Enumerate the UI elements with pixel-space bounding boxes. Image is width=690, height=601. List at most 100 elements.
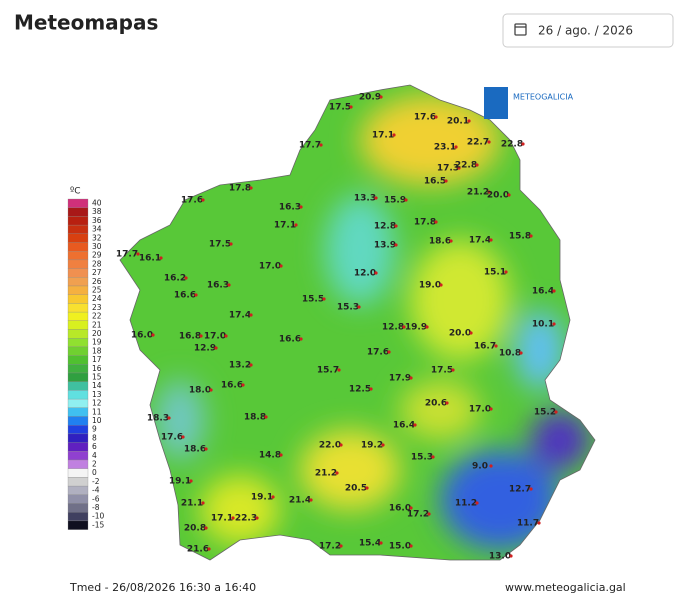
station-dot [552, 322, 556, 326]
station-dot [529, 487, 533, 491]
station-value: 17.0 [469, 405, 491, 415]
station-value: 17.7 [116, 250, 138, 260]
legend-label: 16 [92, 364, 102, 373]
station-value: 21.2 [467, 188, 489, 198]
station-dot [151, 333, 155, 337]
station-value: 16.6 [279, 335, 301, 345]
station-value: 16.0 [389, 504, 411, 514]
station-value: 17.5 [431, 366, 453, 376]
station-dot [387, 350, 391, 354]
legend-label: 22 [92, 312, 102, 321]
station-value: 12.8 [382, 323, 404, 333]
station-dot [227, 283, 231, 287]
legend-swatch [67, 251, 89, 261]
station-value: 18.8 [244, 413, 266, 423]
station-value: 22.7 [467, 138, 489, 148]
station-dot [392, 133, 396, 137]
station-dot [434, 115, 438, 119]
station-value: 11.2 [455, 499, 477, 509]
station-value: 15.3 [411, 453, 433, 463]
legend-label: 27 [92, 268, 102, 277]
station-dot [349, 105, 353, 109]
station-dot [379, 95, 383, 99]
legend-label: 12 [92, 399, 102, 408]
station-value: 12.9 [194, 344, 216, 354]
station-value: 17.2 [407, 510, 429, 520]
station-value: 17.8 [414, 218, 436, 228]
station-value: 17.1 [211, 514, 233, 524]
station-value: 17.3 [437, 164, 459, 174]
date-value: 26 / ago. / 2026 [538, 24, 633, 38]
station-value: 15.5 [302, 295, 324, 305]
station-value: 17.0 [259, 262, 281, 272]
legend-swatch [67, 311, 89, 321]
station-value: 16.8 [179, 332, 201, 342]
legend-label: 19 [92, 338, 102, 347]
legend-label: 20 [92, 329, 102, 338]
station-value: 15.4 [359, 539, 381, 549]
legend: 4038363432302928272625242322212019181716… [67, 199, 104, 530]
station-dot [357, 305, 361, 309]
station-value: 20.0 [449, 329, 471, 339]
legend-label: 38 [92, 207, 102, 216]
station-dot [249, 186, 253, 190]
legend-swatch [67, 224, 89, 234]
legend-swatch [67, 216, 89, 226]
station-value: 16.0 [131, 331, 153, 341]
station-value: 22.8 [455, 161, 477, 171]
legend-label: 11 [92, 407, 102, 416]
station-value: 19.2 [361, 441, 383, 451]
legend-swatch [67, 407, 89, 417]
station-value: 15.1 [484, 268, 506, 278]
legend-swatch [67, 451, 89, 461]
station-value: 12.7 [509, 485, 531, 495]
legend-swatch [67, 503, 89, 513]
logo-mark [484, 87, 508, 119]
station-value: 17.2 [319, 542, 341, 552]
station-dot [279, 453, 283, 457]
station-dot [255, 516, 259, 520]
station-dot [189, 479, 193, 483]
legend-label: 15 [92, 373, 102, 382]
legend-swatch [67, 485, 89, 495]
station-value: 21.4 [289, 496, 311, 506]
station-dot [214, 346, 218, 350]
station-dot [519, 351, 523, 355]
station-dot [379, 541, 383, 545]
station-value: 19.1 [169, 477, 191, 487]
legend-label: 36 [92, 216, 102, 225]
station-dot [409, 506, 413, 510]
station-value: 21.1 [181, 499, 203, 509]
page-title: Meteomapas [14, 11, 158, 35]
station-value: 16.1 [139, 254, 161, 264]
station-value: 16.4 [393, 421, 415, 431]
station-dot [529, 234, 533, 238]
station-dot [425, 325, 429, 329]
map-caption: Tmed - 26/08/2026 16:30 a 16:40 [69, 581, 256, 594]
legend-swatch [67, 242, 89, 252]
station-value: 12.8 [374, 222, 396, 232]
station-dot [322, 297, 326, 301]
website: www.meteogalicia.gal [505, 581, 626, 594]
station-dot [374, 271, 378, 275]
station-dot [249, 313, 253, 317]
station-value: 17.6 [367, 348, 389, 358]
legend-label: 25 [92, 286, 102, 295]
legend-label: 10 [92, 416, 102, 425]
legend-label: 6 [92, 442, 97, 451]
legend-swatch [67, 442, 89, 452]
station-dot [537, 521, 541, 525]
station-value: 17.5 [329, 103, 351, 113]
station-dot [475, 163, 479, 167]
date-picker[interactable] [502, 13, 674, 48]
station-dot [431, 455, 435, 459]
station-dot [434, 220, 438, 224]
legend-swatch [67, 355, 89, 365]
station-value: 16.5 [424, 177, 446, 187]
station-value: 15.3 [337, 303, 359, 313]
station-dot [489, 238, 493, 242]
station-dot [231, 516, 235, 520]
station-dot [409, 544, 413, 548]
